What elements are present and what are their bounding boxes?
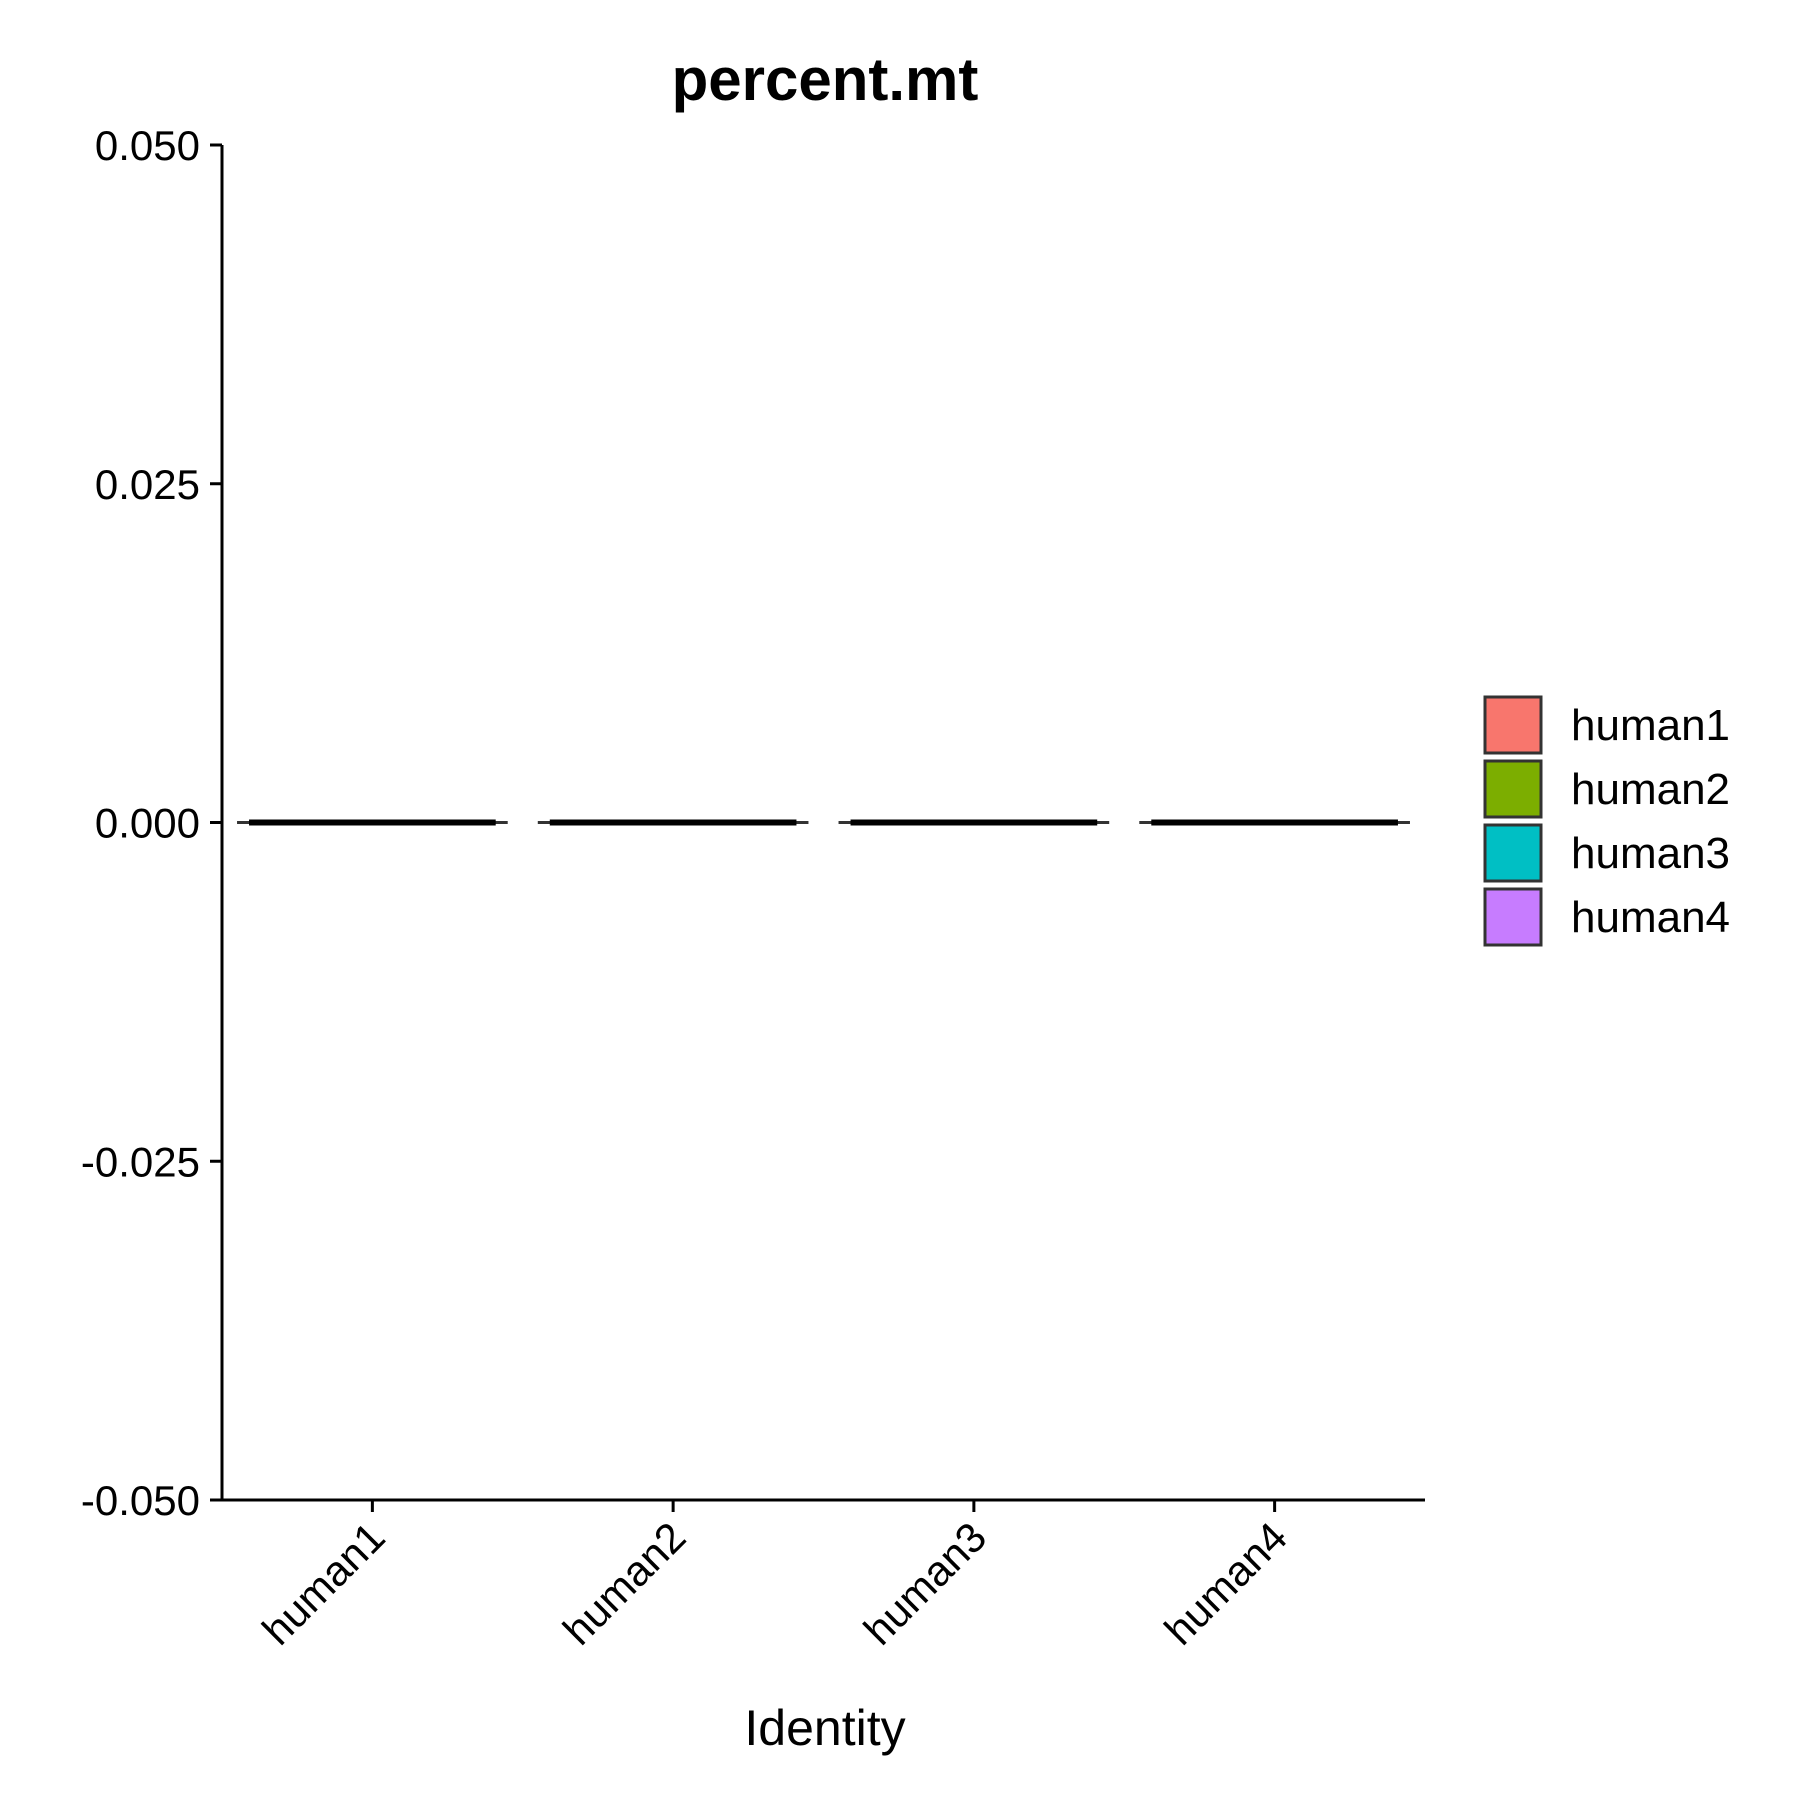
- x-tick-label: human2: [554, 1513, 695, 1654]
- x-tick-label: human4: [1155, 1513, 1296, 1654]
- legend-label: human3: [1571, 829, 1730, 878]
- x-tick-label: human1: [253, 1513, 394, 1654]
- legend-label: human2: [1571, 765, 1730, 814]
- y-tick-label: 0.000: [95, 800, 200, 847]
- legend-label: human4: [1571, 893, 1730, 942]
- legend-swatch: [1483, 887, 1543, 947]
- y-tick-label: 0.050: [95, 122, 200, 169]
- y-tick-label: 0.025: [95, 461, 200, 508]
- legend-label: human1: [1571, 701, 1730, 750]
- y-axis: 0.050 0.025 0.000 -0.025 -0.050: [81, 122, 224, 1524]
- legend-swatch: [1483, 823, 1543, 883]
- legend-swatch: [1483, 695, 1543, 755]
- legend-swatch: [1483, 759, 1543, 819]
- chart-title: percent.mt: [672, 46, 979, 113]
- y-tick-label: -0.050: [81, 1477, 200, 1524]
- y-tick-label: -0.025: [81, 1138, 200, 1185]
- x-tick-label: human3: [855, 1513, 996, 1654]
- legend: human1 human2 human3 human4: [1483, 695, 1730, 947]
- x-axis: human1 human2 human3 human4: [222, 1498, 1425, 1654]
- x-axis-title: Identity: [744, 1700, 905, 1756]
